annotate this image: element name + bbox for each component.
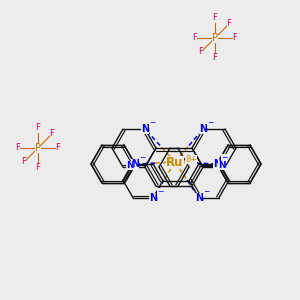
Text: F: F (56, 143, 60, 152)
Text: N: N (149, 193, 157, 203)
Text: −: − (149, 118, 155, 127)
Text: F: F (213, 14, 218, 22)
Text: F: F (193, 34, 197, 43)
Text: F: F (22, 158, 26, 166)
Text: F: F (213, 53, 218, 62)
Text: N: N (195, 193, 203, 203)
Text: −: − (139, 154, 145, 163)
Text: N: N (141, 124, 149, 134)
Text: F: F (36, 164, 40, 172)
Text: −: − (221, 154, 227, 163)
Text: −: − (203, 188, 209, 196)
Text: N: N (213, 159, 221, 169)
Text: N: N (199, 124, 207, 134)
Text: F: F (36, 124, 40, 133)
Text: F: F (50, 130, 54, 139)
Text: −: − (157, 188, 163, 196)
Text: N: N (218, 161, 226, 170)
Text: F: F (199, 47, 203, 56)
Text: F: F (226, 20, 231, 28)
Text: N: N (131, 159, 139, 169)
Text: P: P (212, 33, 218, 43)
Text: 8+: 8+ (185, 154, 197, 164)
Text: P: P (35, 143, 41, 153)
Text: Ru: Ru (166, 155, 184, 169)
Text: N: N (126, 161, 134, 170)
Text: F: F (232, 34, 237, 43)
Text: F: F (16, 143, 20, 152)
Text: −: − (207, 118, 213, 127)
